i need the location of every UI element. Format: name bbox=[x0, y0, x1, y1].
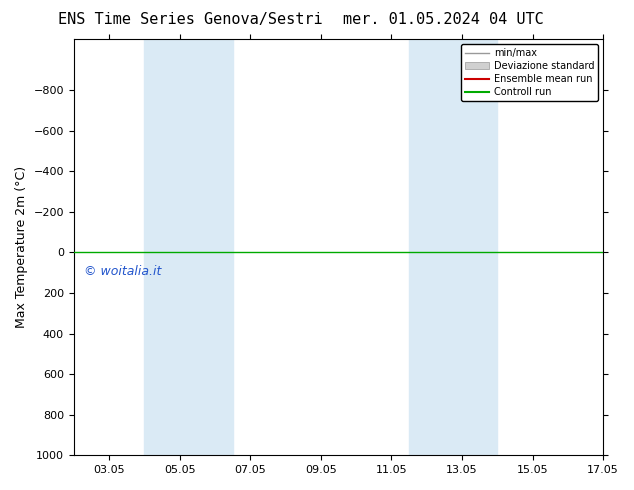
Legend: min/max, Deviazione standard, Ensemble mean run, Controll run: min/max, Deviazione standard, Ensemble m… bbox=[461, 44, 598, 101]
Text: mer. 01.05.2024 04 UTC: mer. 01.05.2024 04 UTC bbox=[344, 12, 544, 27]
Text: © woitalia.it: © woitalia.it bbox=[84, 265, 162, 278]
Bar bbox=[409, 40, 497, 455]
Text: ENS Time Series Genova/Sestri: ENS Time Series Genova/Sestri bbox=[58, 12, 323, 27]
Bar bbox=[145, 40, 233, 455]
Y-axis label: Max Temperature 2m (°C): Max Temperature 2m (°C) bbox=[15, 166, 28, 328]
